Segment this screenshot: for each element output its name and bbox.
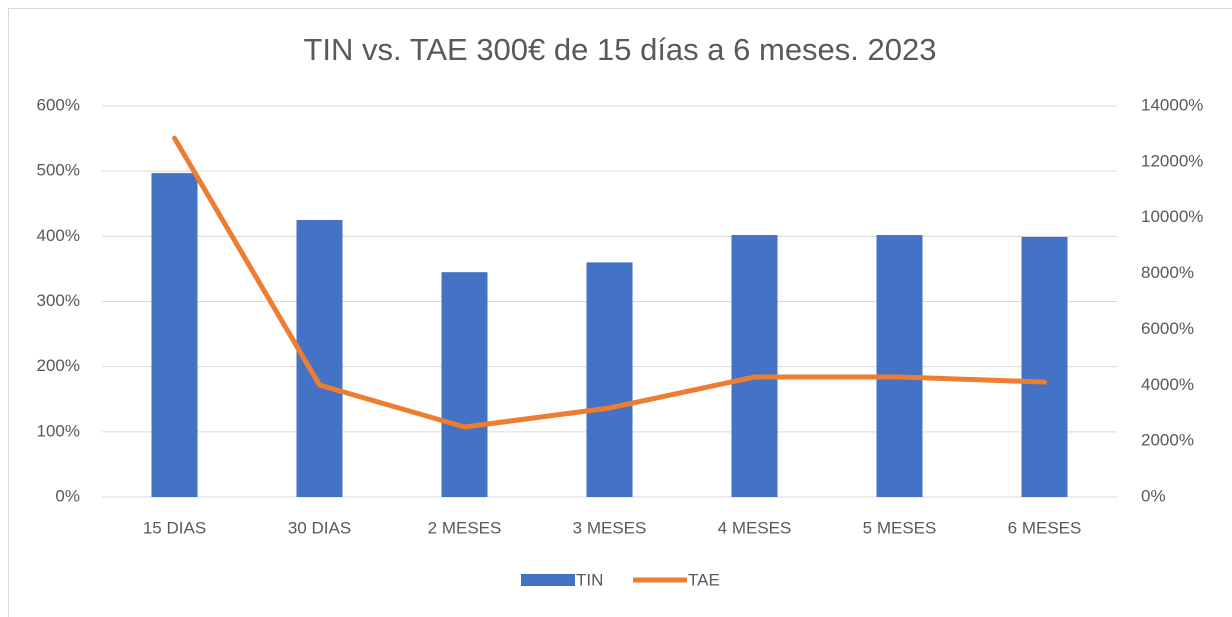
y-tick-label: 500%	[37, 161, 80, 180]
y2-tick-label: 0%	[1141, 486, 1166, 505]
y2-tick-label: 8000%	[1141, 263, 1194, 282]
legend-swatch	[521, 574, 575, 586]
x-tick-label: 6 MESES	[1008, 518, 1082, 537]
bar	[441, 272, 488, 497]
legend-label: TAE	[688, 570, 720, 589]
y2-tick-label: 14000%	[1141, 95, 1203, 114]
y-tick-label: 300%	[37, 291, 80, 310]
bar	[731, 235, 778, 497]
y2-tick-label: 10000%	[1141, 207, 1203, 226]
x-tick-label: 4 MESES	[718, 518, 792, 537]
y2-tick-label: 6000%	[1141, 319, 1194, 338]
x-tick-label: 2 MESES	[428, 518, 502, 537]
x-tick-label: 3 MESES	[573, 518, 647, 537]
legend-label: TIN	[576, 570, 603, 589]
x-tick-label: 15 DIAS	[143, 518, 206, 537]
y-tick-label: 200%	[37, 356, 80, 375]
bar	[1021, 236, 1068, 498]
x-tick-label: 30 DIAS	[288, 518, 351, 537]
y-tick-label: 400%	[37, 226, 80, 245]
bar	[151, 173, 198, 497]
y-tick-label: 600%	[37, 95, 80, 114]
line	[172, 135, 1047, 430]
y-tick-label: 0%	[55, 486, 80, 505]
y2-tick-label: 2000%	[1141, 431, 1194, 450]
x-tick-label: 5 MESES	[863, 518, 937, 537]
bar	[586, 262, 633, 497]
y-tick-label: 100%	[37, 421, 80, 440]
y2-tick-label: 12000%	[1141, 151, 1203, 170]
bar	[876, 235, 923, 497]
y2-tick-label: 4000%	[1141, 375, 1194, 394]
chart-title: TIN vs. TAE 300€ de 15 días a 6 meses. 2…	[304, 32, 937, 67]
